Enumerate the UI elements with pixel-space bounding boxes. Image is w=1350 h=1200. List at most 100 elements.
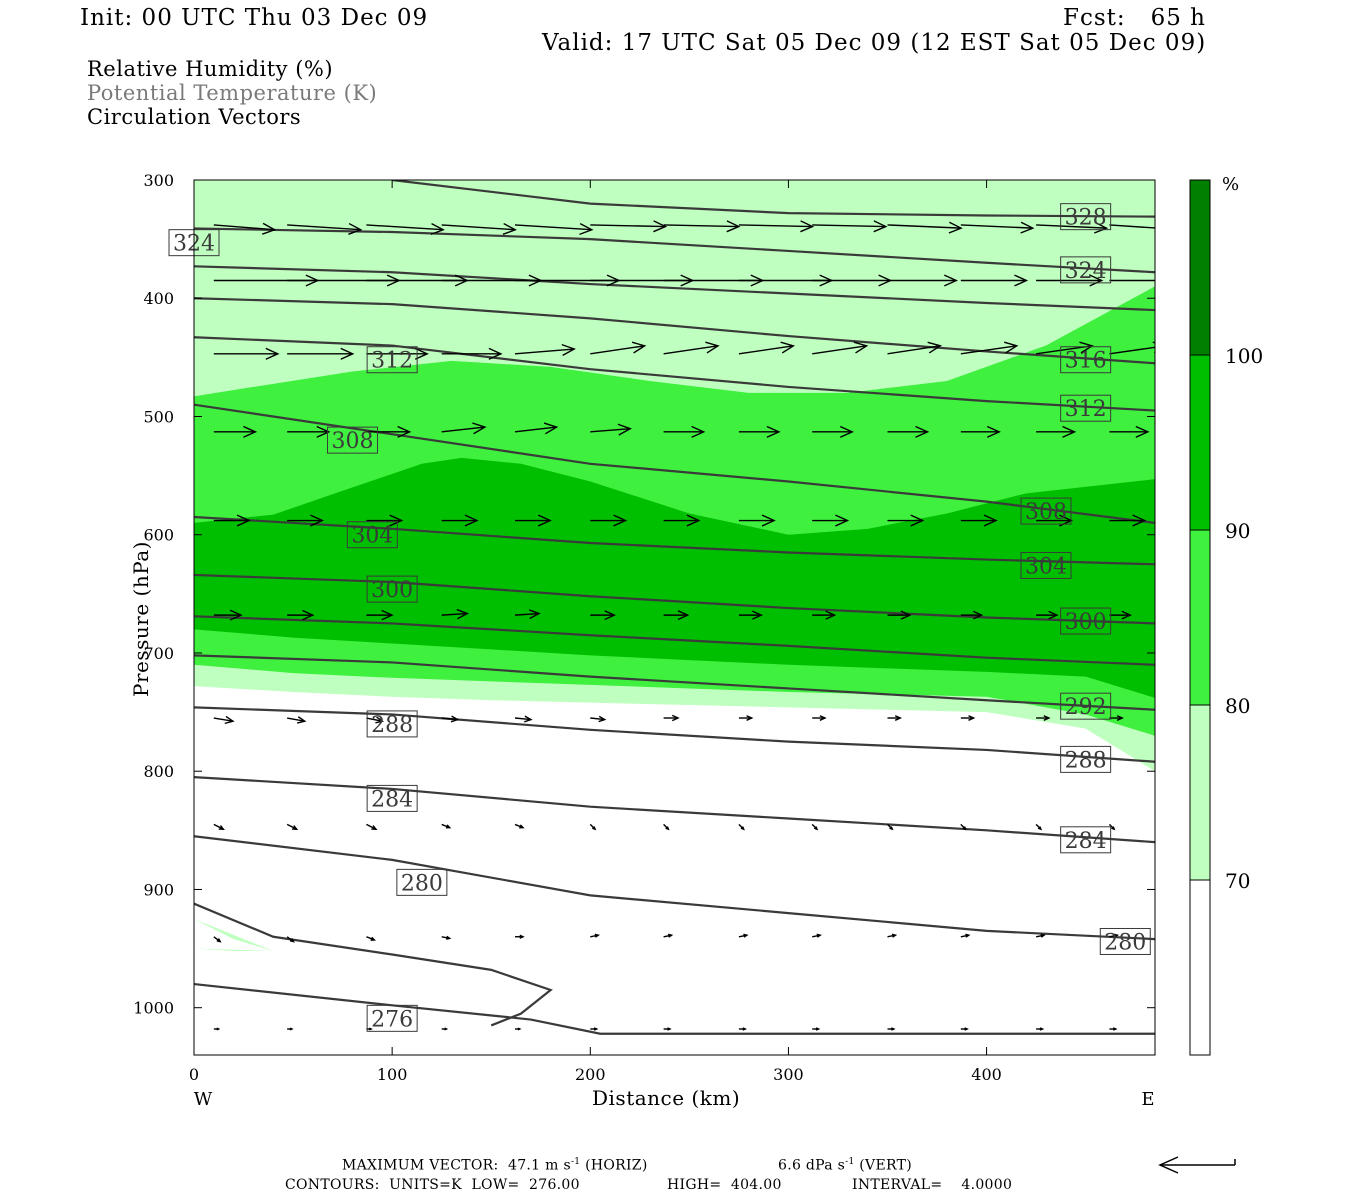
vector-head: [561, 343, 576, 356]
colorbar-unit: %: [1222, 174, 1239, 195]
vector-7-9: [887, 823, 894, 831]
vector-6-11: [1036, 715, 1051, 721]
vector-head: [604, 610, 616, 621]
vector-head: [1112, 1027, 1118, 1031]
theta-label-box: [1060, 203, 1112, 231]
theta-contour-278: [194, 902, 553, 1027]
vector-0-4: [514, 222, 594, 236]
y-tick-label: 900: [143, 880, 174, 899]
vector-9-4: [514, 1027, 522, 1031]
vector-6-6: [663, 714, 680, 722]
vector-3-4: [514, 422, 559, 435]
vector-7-3: [441, 823, 452, 829]
vector-head: [216, 938, 222, 943]
vector-head: [742, 1027, 748, 1031]
vector-head: [488, 347, 503, 360]
vector-head: [816, 933, 822, 938]
vector-4-0: [213, 514, 251, 527]
vector-shaft: [213, 224, 275, 231]
vector-shaft: [590, 717, 605, 721]
vector-head: [243, 425, 258, 438]
vector-5-6: [663, 610, 690, 621]
reference-vector-arrow: [1158, 1156, 1236, 1174]
vector-3-2: [366, 425, 412, 438]
vector-shaft: [960, 224, 1033, 229]
vector-shaft: [514, 348, 575, 355]
theta-label-box: [1020, 551, 1072, 579]
theta-label-box: [1060, 256, 1112, 284]
vector-shaft: [441, 426, 485, 433]
vector-head: [752, 610, 764, 620]
vector-9-11: [1036, 1027, 1045, 1031]
vector-head: [815, 1027, 821, 1031]
colorbar-label-90: 90: [1225, 519, 1250, 543]
vector-head: [819, 715, 827, 721]
theta-label-292-0: 292: [1060, 692, 1112, 720]
vector-head: [853, 341, 869, 354]
vector-head: [964, 1027, 969, 1031]
vector-head: [889, 826, 894, 831]
theta-label-box: [1060, 346, 1112, 374]
vector-head: [464, 514, 479, 527]
vector-6-7: [738, 715, 754, 721]
theta-contour-308: [194, 403, 1155, 524]
footer-vertical-max: 6.6 dPa s-1 (VERT): [778, 1157, 912, 1174]
vector-head: [261, 222, 277, 235]
vector-head: [579, 222, 594, 236]
vector-8-5: [590, 933, 600, 938]
vector-4-1: [287, 514, 325, 527]
theta-label-text: 300: [371, 578, 413, 603]
theta-label-box: [1099, 927, 1151, 955]
colorbar-segment-1: [1190, 705, 1210, 880]
vector-shaft: [514, 612, 540, 616]
vector-shaft: [590, 224, 666, 228]
vector-head: [705, 341, 720, 354]
theta-label-text: 280: [401, 871, 443, 896]
vector-7-5: [589, 823, 597, 831]
theta-label-276-0: 276: [366, 1004, 418, 1032]
vector-head: [450, 715, 460, 723]
vector-head: [691, 425, 706, 438]
vector-5-4: [514, 609, 541, 620]
vector-head: [973, 610, 984, 620]
vector-head: [891, 1027, 896, 1031]
vector-6-5: [590, 715, 607, 723]
vector-head: [472, 422, 487, 435]
vector-9-5: [590, 1027, 599, 1031]
vector-7-11: [1035, 823, 1043, 831]
vector-head: [517, 1027, 522, 1031]
vector-3-11: [1036, 425, 1077, 438]
vector-shaft: [287, 224, 361, 231]
rh-region-80-3: [194, 919, 274, 951]
vector-0-6: [663, 220, 741, 233]
valid-time: Valid: 17 UTC Sat 05 Dec 09 (12 EST Sat …: [542, 30, 1207, 56]
vector-head: [430, 222, 445, 236]
vector-1-9: [887, 274, 959, 287]
vector-head: [291, 825, 299, 830]
vector-shaft: [213, 717, 234, 722]
x-tick-label: 400: [971, 1065, 1002, 1084]
vector-4-9: [887, 514, 925, 527]
theta-label-text: 288: [1065, 748, 1107, 773]
vector-head: [891, 933, 898, 938]
y-tick-label: 1000: [133, 999, 174, 1018]
vector-4-7: [738, 514, 776, 527]
vector-8-2: [366, 936, 376, 941]
vector-8-10: [960, 933, 971, 938]
theta-contour-320: [194, 265, 1155, 312]
vector-head: [537, 514, 552, 527]
vector-6-1: [287, 716, 307, 724]
theta-label-312-1: 312: [1060, 394, 1112, 422]
vector-head: [726, 220, 741, 233]
vector-head: [667, 1027, 672, 1031]
vector-8-0: [213, 936, 222, 943]
vector-5-11: [1036, 610, 1059, 620]
vector-5-2: [366, 609, 394, 621]
vector-head: [519, 824, 525, 829]
vector-9-6: [663, 1027, 672, 1031]
legend-circulation-vectors: Circulation Vectors: [87, 105, 302, 129]
theta-label-280-0: 280: [396, 868, 448, 896]
contour-label-layer: 3283243243163123123083083043043003002922…: [168, 203, 1151, 1032]
vector-head: [1020, 221, 1035, 234]
x-tick-label: 100: [377, 1065, 408, 1084]
